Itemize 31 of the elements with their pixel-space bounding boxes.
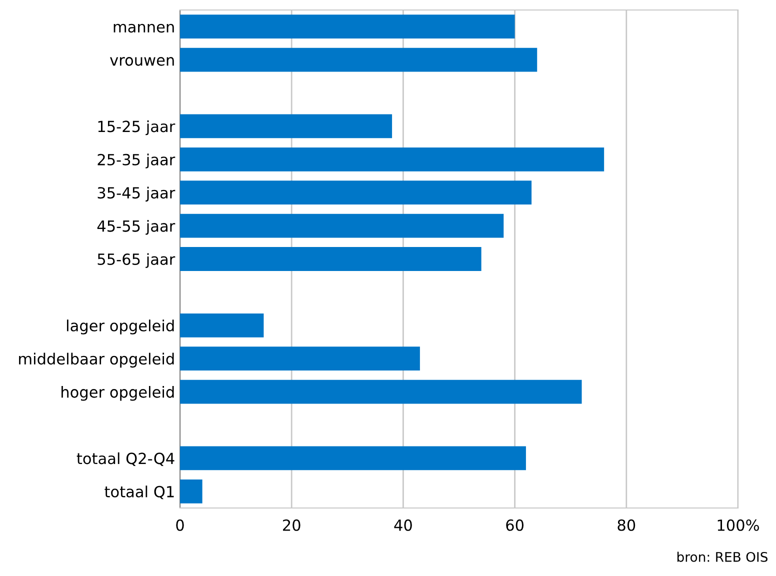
bar: [180, 247, 482, 271]
x-tick-label: 60: [506, 519, 524, 531]
bar: [180, 446, 526, 470]
y-tick-label: 55-65 jaar: [98, 253, 176, 268]
bar: [180, 346, 420, 371]
bar: [180, 147, 604, 172]
bar: [180, 479, 202, 504]
bar: [180, 114, 392, 138]
x-tick-label: 80: [618, 519, 636, 531]
bar: [180, 380, 582, 404]
bar: [180, 180, 532, 205]
y-tick-label: 35-45 jaar: [98, 186, 176, 202]
bar: [180, 214, 504, 238]
x-tick-label: 20: [283, 519, 300, 531]
x-tick-label: 100%: [718, 519, 759, 531]
text: bron: REB OIS: [677, 552, 768, 562]
y-tick-label: hoger opgeleid: [62, 386, 174, 401]
y-tick-label: totaal Q1: [104, 486, 174, 500]
bar: [180, 313, 264, 338]
y-tick-label: 45-55 jaar: [97, 220, 176, 235]
y-tick-label: totaal Q2-Q4: [76, 452, 174, 466]
y-tick-label: mannen: [114, 24, 174, 33]
y-tick-label: vrouwen: [110, 57, 174, 66]
x-tick-label: 0: [176, 519, 184, 531]
y-tick-label: middelbaar opgeleid: [19, 352, 174, 368]
bar: [180, 14, 515, 39]
x-tick-label: 40: [394, 519, 412, 531]
y-tick-label: 25-35 jaar: [98, 154, 176, 168]
y-tick-label: lager opgeleid: [67, 320, 174, 334]
y-tick-label: 15-25 jaar: [98, 120, 176, 136]
bar: [180, 48, 538, 72]
